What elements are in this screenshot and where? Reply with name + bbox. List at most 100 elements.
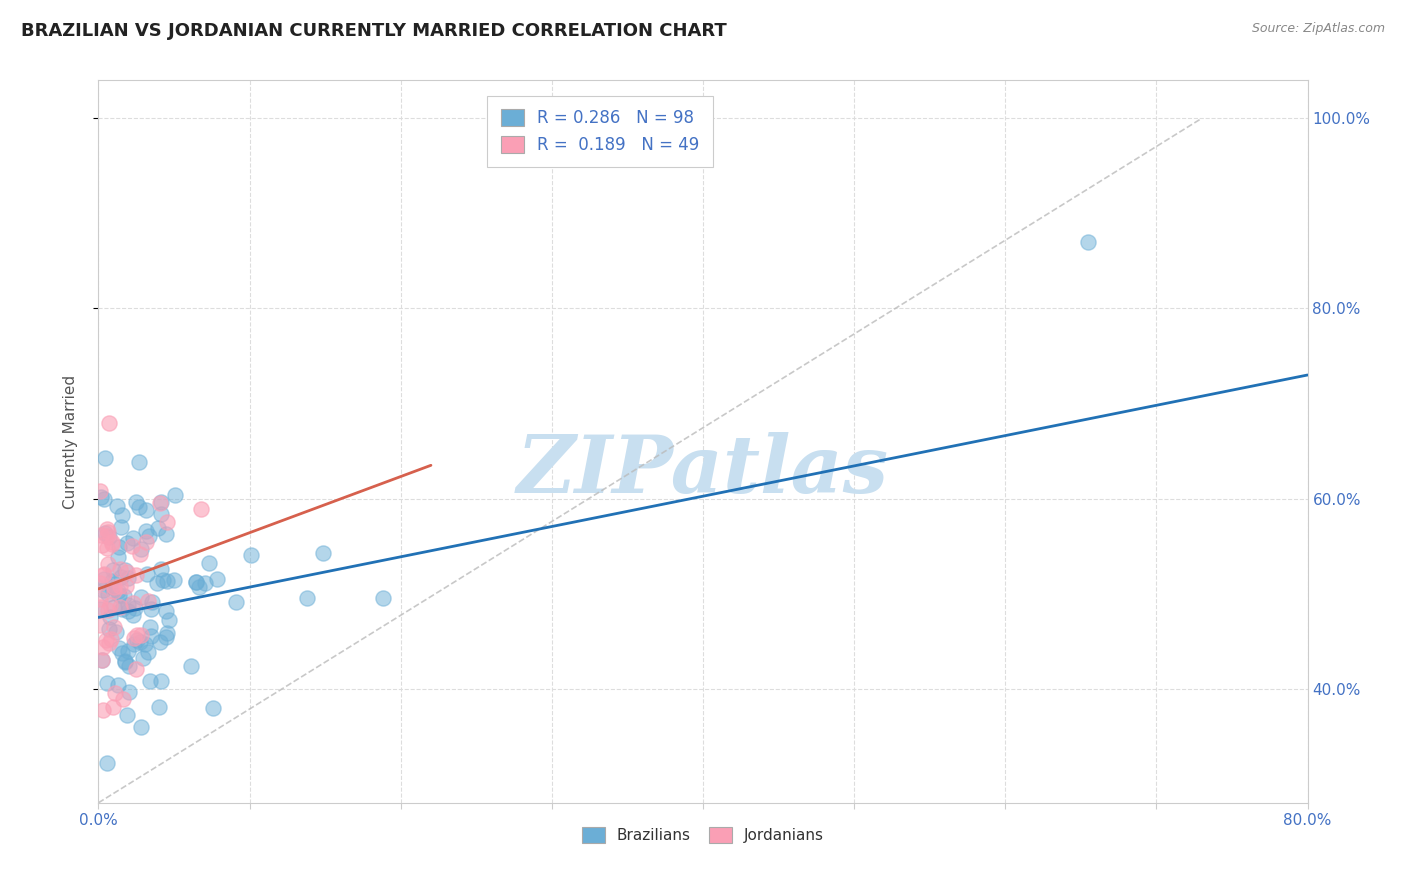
Point xyxy=(103,580,125,594)
Point xyxy=(108,600,131,615)
Point xyxy=(90,528,112,542)
Point xyxy=(89,591,111,606)
Point xyxy=(104,685,127,699)
Point xyxy=(98,622,121,636)
Point xyxy=(103,699,125,714)
Point xyxy=(117,644,139,658)
Point xyxy=(156,574,179,588)
Point xyxy=(240,548,263,562)
Point xyxy=(114,654,136,668)
Point xyxy=(97,530,120,544)
Point xyxy=(107,540,129,554)
Point xyxy=(94,632,117,647)
Point xyxy=(125,627,148,641)
Point xyxy=(101,574,124,589)
Point xyxy=(149,495,172,509)
Point xyxy=(150,562,173,576)
Point xyxy=(96,676,118,690)
Point xyxy=(115,536,138,550)
Point xyxy=(129,721,152,735)
Point xyxy=(371,591,394,606)
Y-axis label: Currently Married: Currently Married xyxy=(63,375,77,508)
Point xyxy=(89,617,111,632)
Point xyxy=(111,508,134,522)
Point xyxy=(117,604,139,618)
Legend: Brazilians, Jordanians: Brazilians, Jordanians xyxy=(575,822,831,849)
Point xyxy=(94,526,117,541)
Point xyxy=(141,595,163,609)
Point xyxy=(114,655,136,669)
Point xyxy=(101,537,124,551)
Point xyxy=(91,582,114,597)
Point xyxy=(128,455,150,469)
Point xyxy=(115,707,138,722)
Point xyxy=(184,575,207,590)
Point xyxy=(139,620,162,634)
Point xyxy=(146,521,169,535)
Point xyxy=(114,563,136,577)
Point xyxy=(110,569,132,583)
Point xyxy=(134,535,156,549)
Point xyxy=(125,568,148,582)
Point xyxy=(129,635,152,649)
Point xyxy=(108,579,131,593)
Point xyxy=(107,549,129,564)
Point xyxy=(139,674,162,689)
Point xyxy=(122,631,145,645)
Point xyxy=(131,542,153,557)
Point xyxy=(107,640,129,655)
Point xyxy=(115,566,138,580)
Point xyxy=(111,691,134,706)
Point xyxy=(129,590,152,604)
Point xyxy=(93,567,115,582)
Point xyxy=(101,581,124,595)
Point xyxy=(90,653,112,667)
Point xyxy=(129,547,152,561)
Text: Source: ZipAtlas.com: Source: ZipAtlas.com xyxy=(1251,22,1385,36)
Point xyxy=(89,576,111,591)
Point xyxy=(111,647,134,661)
Point xyxy=(197,557,219,571)
Point xyxy=(103,583,125,598)
Point xyxy=(97,524,120,539)
Point xyxy=(190,501,212,516)
Point xyxy=(122,608,145,623)
Point xyxy=(97,587,120,601)
Point xyxy=(146,576,169,591)
Point xyxy=(111,602,134,616)
Point xyxy=(180,659,202,673)
Text: BRAZILIAN VS JORDANIAN CURRENTLY MARRIED CORRELATION CHART: BRAZILIAN VS JORDANIAN CURRENTLY MARRIED… xyxy=(21,22,727,40)
Point xyxy=(105,625,128,640)
Point xyxy=(156,515,179,529)
Point xyxy=(134,637,156,651)
Point xyxy=(98,609,121,624)
Point xyxy=(141,629,163,643)
Point xyxy=(103,619,125,633)
Point xyxy=(100,632,122,646)
Point xyxy=(97,602,120,616)
Point xyxy=(103,563,125,577)
Point xyxy=(107,583,129,598)
Point xyxy=(155,527,177,541)
Point xyxy=(186,575,208,590)
Point xyxy=(96,756,118,771)
Point xyxy=(108,588,131,602)
Point xyxy=(152,573,174,587)
Point xyxy=(163,488,186,502)
Point xyxy=(127,632,149,647)
Point xyxy=(135,503,157,517)
Point xyxy=(124,637,146,651)
Point xyxy=(107,678,129,692)
Point xyxy=(149,507,172,521)
Point xyxy=(97,636,120,650)
Point xyxy=(129,628,152,642)
Point xyxy=(90,490,112,504)
Point xyxy=(125,495,148,509)
Point xyxy=(100,534,122,549)
Point xyxy=(132,651,155,665)
Point xyxy=(136,594,159,608)
Point xyxy=(122,531,145,545)
Point xyxy=(97,557,120,571)
Point xyxy=(103,599,125,614)
Point xyxy=(91,653,114,667)
